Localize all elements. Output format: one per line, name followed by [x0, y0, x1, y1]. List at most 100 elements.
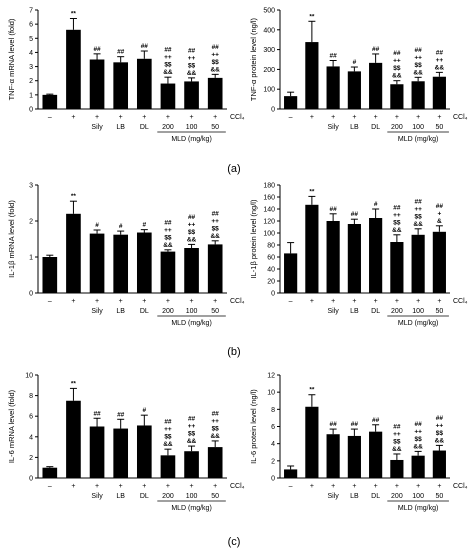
x-tick-label: 200 — [391, 124, 403, 131]
significance-label: $$ — [164, 434, 172, 441]
y-axis-label: TNF-α mRNA level (fold) — [7, 18, 16, 100]
y-tick-label: 1 — [29, 92, 33, 99]
bar — [326, 434, 340, 478]
y-tick-label: 6 — [29, 22, 33, 29]
x-tick-label: 50 — [435, 493, 443, 500]
significance-label: ++ — [164, 54, 172, 61]
bar — [207, 447, 223, 478]
y-tick-label: 80 — [267, 243, 275, 250]
x-tick-label: 200 — [162, 308, 174, 315]
ccl4-label: CCl₄ — [453, 483, 468, 490]
x-tick-label: LB — [116, 308, 125, 315]
significance-label: ## — [164, 419, 172, 426]
bar — [184, 248, 199, 293]
significance-label: && — [435, 64, 445, 71]
x-tick-label: 200 — [391, 308, 403, 315]
significance-label: ## — [330, 421, 338, 428]
x-tick-label: LB — [350, 308, 359, 315]
significance-label: & — [437, 218, 442, 225]
bar — [66, 29, 81, 109]
bar — [411, 455, 425, 478]
x-treatment-mark: + — [437, 114, 441, 121]
y-tick-label: 300 — [263, 47, 275, 54]
bar — [184, 81, 199, 109]
y-axis-label: IL-6 protein level (ng/l) — [249, 389, 258, 464]
row-label-c: (c) — [228, 536, 241, 548]
x-treatment-mark: + — [166, 483, 170, 490]
ccl4-label: CCl₄ — [230, 483, 245, 490]
x-treatment-mark: – — [48, 298, 52, 305]
significance-label: && — [210, 66, 220, 73]
x-treatment-mark: + — [374, 298, 378, 305]
x-treatment-mark: + — [95, 298, 99, 305]
bar — [89, 59, 105, 109]
x-treatment-mark: + — [416, 483, 420, 490]
significance-label: ## — [351, 211, 359, 218]
y-tick-label: 2 — [29, 455, 33, 462]
significance-label: && — [187, 236, 197, 243]
x-treatment-mark: + — [416, 298, 420, 305]
x-tick-label: LB — [350, 493, 359, 500]
significance-label: && — [413, 69, 423, 76]
y-tick-label: 0 — [29, 476, 33, 483]
x-treatment-mark: + — [310, 114, 314, 121]
y-tick-label: 60 — [267, 255, 275, 262]
significance-label: && — [187, 438, 197, 445]
significance-label: $$ — [188, 229, 196, 236]
x-tick-label: Sily — [91, 124, 103, 131]
bar — [284, 96, 298, 109]
bar — [136, 58, 152, 109]
significance-label: && — [392, 227, 402, 234]
x-tick-label: 100 — [412, 308, 424, 315]
significance-label: ## — [436, 49, 444, 56]
y-tick-label: 400 — [263, 27, 275, 34]
significance-label: ** — [309, 387, 315, 394]
bar — [66, 400, 81, 478]
bar — [347, 435, 361, 478]
significance-label: ## — [188, 214, 196, 221]
x-treatment-mark: + — [142, 483, 146, 490]
significance-label: ## — [188, 416, 196, 423]
significance-label: ++ — [393, 212, 401, 219]
y-tick-label: 100 — [263, 231, 275, 238]
significance-label: && — [392, 73, 402, 80]
x-treatment-mark: + — [119, 298, 123, 305]
significance-label: ## — [393, 423, 401, 430]
bar — [369, 62, 383, 109]
significance-label: ++ — [393, 431, 401, 438]
x-tick-label: DL — [140, 493, 149, 500]
significance-label: $$ — [188, 431, 196, 438]
significance-label: ## — [93, 410, 101, 417]
significance-label: ## — [164, 219, 172, 226]
significance-label: ++ — [188, 221, 196, 228]
significance-label: $$ — [164, 234, 172, 241]
significance-label: ## — [415, 47, 423, 54]
x-treatment-mark: + — [119, 483, 123, 490]
x-treatment-mark: – — [289, 114, 293, 121]
significance-label: $$ — [393, 438, 401, 445]
bar — [411, 81, 425, 109]
y-tick-label: 200 — [263, 67, 275, 74]
x-treatment-mark: + — [166, 298, 170, 305]
y-tick-label: 140 — [263, 207, 275, 214]
x-tick-label: DL — [371, 308, 380, 315]
bar — [411, 234, 425, 293]
x-tick-label: 200 — [162, 124, 174, 131]
significance-label: $$ — [415, 213, 423, 220]
x-tick-label: 100 — [186, 493, 198, 500]
bar — [326, 66, 340, 109]
significance-label: ** — [309, 13, 315, 20]
x-tick-label: 50 — [435, 124, 443, 131]
significance-label: ## — [188, 47, 196, 54]
significance-label: ++ — [164, 227, 172, 234]
y-axis-label: IL-1β mRNA level (fold) — [7, 200, 16, 278]
y-tick-label: 3 — [29, 64, 33, 71]
significance-label: $$ — [415, 436, 423, 443]
y-tick-label: 0 — [271, 291, 275, 298]
x-tick-label: 100 — [186, 308, 198, 315]
x-tick-label: DL — [140, 308, 149, 315]
x-treatment-mark: + — [119, 114, 123, 121]
x-treatment-mark: + — [331, 114, 335, 121]
